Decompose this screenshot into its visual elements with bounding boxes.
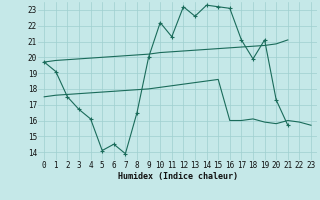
X-axis label: Humidex (Indice chaleur): Humidex (Indice chaleur) [118, 172, 238, 181]
